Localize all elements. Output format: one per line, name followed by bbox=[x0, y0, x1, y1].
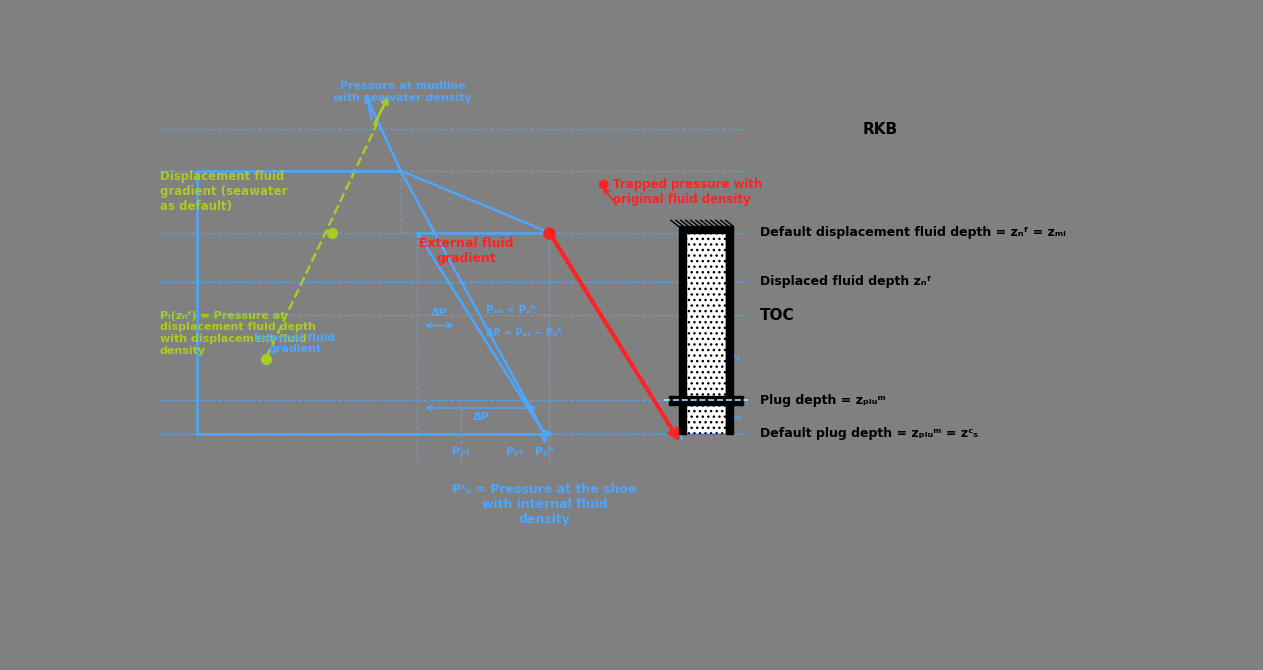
Text: Displaced fluid depth zₙᶠ: Displaced fluid depth zₙᶠ bbox=[760, 275, 931, 288]
Text: ΔP: ΔP bbox=[472, 412, 489, 422]
Text: Pₚₜ < Pₚᵇ: Pₚₜ < Pₚᵇ bbox=[486, 305, 536, 315]
Text: Displacement fluid
gradient (seawater
as default): Displacement fluid gradient (seawater as… bbox=[160, 170, 288, 213]
Text: Pₚₜ: Pₚₜ bbox=[506, 447, 524, 457]
Text: Pressure at mudline
with seawater density: Pressure at mudline with seawater densit… bbox=[333, 82, 472, 103]
Text: External fluid
gradient: External fluid gradient bbox=[419, 237, 514, 265]
Bar bbox=[678, 232, 687, 433]
Text: ΔP = Pₚₜ − Pₚᵇ: ΔP = Pₚₜ − Pₚᵇ bbox=[486, 328, 562, 338]
Text: Internal fluid
gradient: Internal fluid gradient bbox=[254, 333, 336, 354]
Text: Pₚₜ: Pₚₜ bbox=[452, 447, 470, 457]
Text: Pₜ: Pₜ bbox=[727, 352, 740, 362]
Bar bbox=[678, 226, 734, 232]
Text: TOC: TOC bbox=[760, 308, 794, 323]
Text: Pᵇ: Pᵇ bbox=[727, 415, 741, 425]
Bar bbox=[687, 232, 725, 433]
Bar bbox=[725, 232, 734, 433]
Text: ΔP: ΔP bbox=[431, 308, 447, 318]
Text: Pᶜₛ = Pressure at the shoe
with internal fluid
density: Pᶜₛ = Pressure at the shoe with internal… bbox=[452, 483, 637, 526]
Text: Pᵢ(zₙᶠ) = Pressure at
displacement fluid depth
with displacement fluid
density: Pᵢ(zₙᶠ) = Pressure at displacement fluid… bbox=[160, 311, 316, 356]
Text: Default plug depth = zₚₗᵤᵐ = zᶜₛ: Default plug depth = zₚₗᵤᵐ = zᶜₛ bbox=[760, 427, 978, 440]
Text: Trapped pressure with
original fluid density: Trapped pressure with original fluid den… bbox=[613, 178, 763, 206]
Text: Pₚᵇ: Pₚᵇ bbox=[536, 447, 554, 457]
Text: Default displacement fluid depth = zₙᶠ = zₘₗ: Default displacement fluid depth = zₙᶠ =… bbox=[760, 226, 1066, 239]
Bar bbox=[669, 395, 743, 405]
Text: RKB: RKB bbox=[863, 122, 898, 137]
Text: Plug depth = zₚₗᵤᵐ: Plug depth = zₚₗᵤᵐ bbox=[760, 394, 885, 407]
